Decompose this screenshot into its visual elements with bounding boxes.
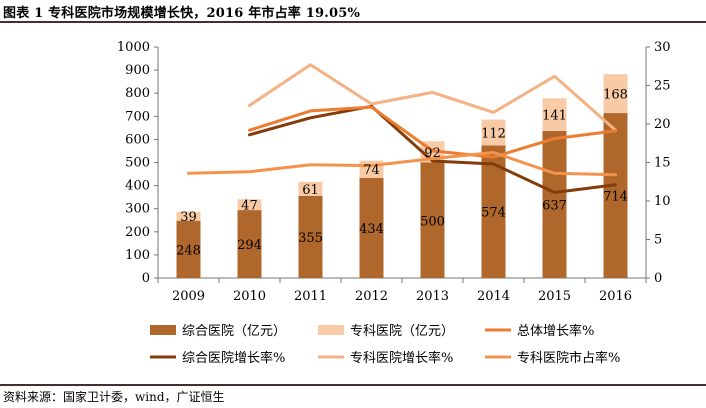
line-series-2 — [248, 63, 617, 132]
left-axis-tick-label: 500 — [125, 156, 150, 171]
bar-value-label: 47 — [241, 199, 258, 214]
source-note: 资料来源：国家卫计委，wind，广证恒生 — [3, 390, 225, 404]
figure-title: 图表 1 专科医院市场规模增长快，2016 年市占率 19.05% — [3, 6, 360, 21]
bar-general-hospital — [603, 113, 628, 278]
x-axis-tick-label: 2016 — [599, 289, 632, 304]
right-axis-tick-label: 30 — [654, 40, 671, 55]
legend-swatch — [318, 325, 344, 335]
bar-value-label: 112 — [481, 126, 506, 141]
x-axis-tick-label: 2013 — [416, 289, 449, 304]
bar-value-label: 61 — [302, 183, 319, 198]
bar-general-hospital — [176, 220, 201, 278]
x-axis-tick-label: 2009 — [172, 289, 205, 304]
left-axis-tick-label: 200 — [125, 225, 150, 240]
legend-label: 专科医院增长率% — [350, 350, 453, 366]
top-rule — [0, 21, 706, 23]
left-axis-tick-label: 1000 — [117, 40, 150, 55]
bar-specialty-hospital — [481, 119, 506, 146]
line-series-0 — [248, 105, 617, 159]
bar-value-label: 74 — [363, 163, 380, 178]
right-axis-tick-label: 15 — [654, 156, 671, 171]
bar-value-label: 39 — [180, 210, 197, 225]
left-axis-tick-label: 900 — [125, 63, 150, 78]
right-axis-tick-label: 20 — [654, 117, 671, 132]
right-axis-tick-label: 25 — [654, 79, 671, 94]
right-axis-tick-label: 10 — [654, 194, 671, 209]
bar-value-label: 500 — [420, 214, 445, 229]
bar-specialty-hospital — [603, 74, 628, 114]
bar-general-hospital — [542, 130, 567, 278]
line-series-3 — [187, 151, 617, 177]
left-axis-tick-label: 300 — [125, 202, 150, 217]
left-axis-tick-label: 0 — [142, 271, 150, 286]
x-axis-tick-label: 2015 — [538, 289, 571, 304]
bar-value-label: 248 — [176, 243, 201, 258]
bar-value-label: 168 — [603, 88, 628, 103]
right-axis-tick-label: 0 — [654, 271, 662, 286]
bar-general-hospital — [420, 162, 445, 278]
left-axis-tick-label: 800 — [125, 86, 150, 101]
bar-value-label: 294 — [237, 238, 262, 253]
legend-label: 专科医院（亿元） — [350, 324, 454, 339]
bar-specialty-hospital — [542, 98, 567, 131]
left-axis-tick-label: 400 — [125, 179, 150, 194]
bar-value-label: 141 — [542, 109, 567, 124]
bar-general-hospital — [237, 210, 262, 278]
left-axis-tick-label: 600 — [125, 132, 150, 147]
left-axis-tick-label: 700 — [125, 109, 150, 124]
line-series-1 — [248, 104, 617, 194]
bar-specialty-hospital — [176, 211, 201, 221]
x-axis-tick-label: 2011 — [294, 289, 327, 304]
bar-value-label: 92 — [424, 146, 441, 161]
legend-swatch — [150, 325, 176, 335]
legend-label: 总体增长率% — [517, 323, 594, 339]
x-axis-tick-label: 2014 — [477, 289, 510, 304]
bar-general-hospital — [298, 195, 323, 278]
bar-value-label: 714 — [603, 190, 628, 205]
right-axis-tick-label: 5 — [654, 233, 662, 248]
bar-value-label: 355 — [298, 231, 323, 246]
legend-label: 综合医院（亿元） — [182, 324, 286, 339]
bottom-rule — [0, 384, 706, 386]
x-axis-tick-label: 2010 — [233, 289, 266, 304]
left-axis-tick-label: 100 — [125, 248, 150, 263]
bar-value-label: 574 — [481, 206, 506, 221]
legend-label: 综合医院增长率% — [182, 350, 285, 366]
bar-specialty-hospital — [237, 199, 262, 211]
legend-label: 专科医院市占率% — [517, 350, 620, 366]
bar-general-hospital — [359, 177, 384, 278]
bar-specialty-hospital — [298, 181, 323, 196]
x-axis-tick-label: 2012 — [355, 289, 388, 304]
bar-value-label: 434 — [359, 222, 384, 237]
bar-value-label: 637 — [542, 198, 567, 213]
